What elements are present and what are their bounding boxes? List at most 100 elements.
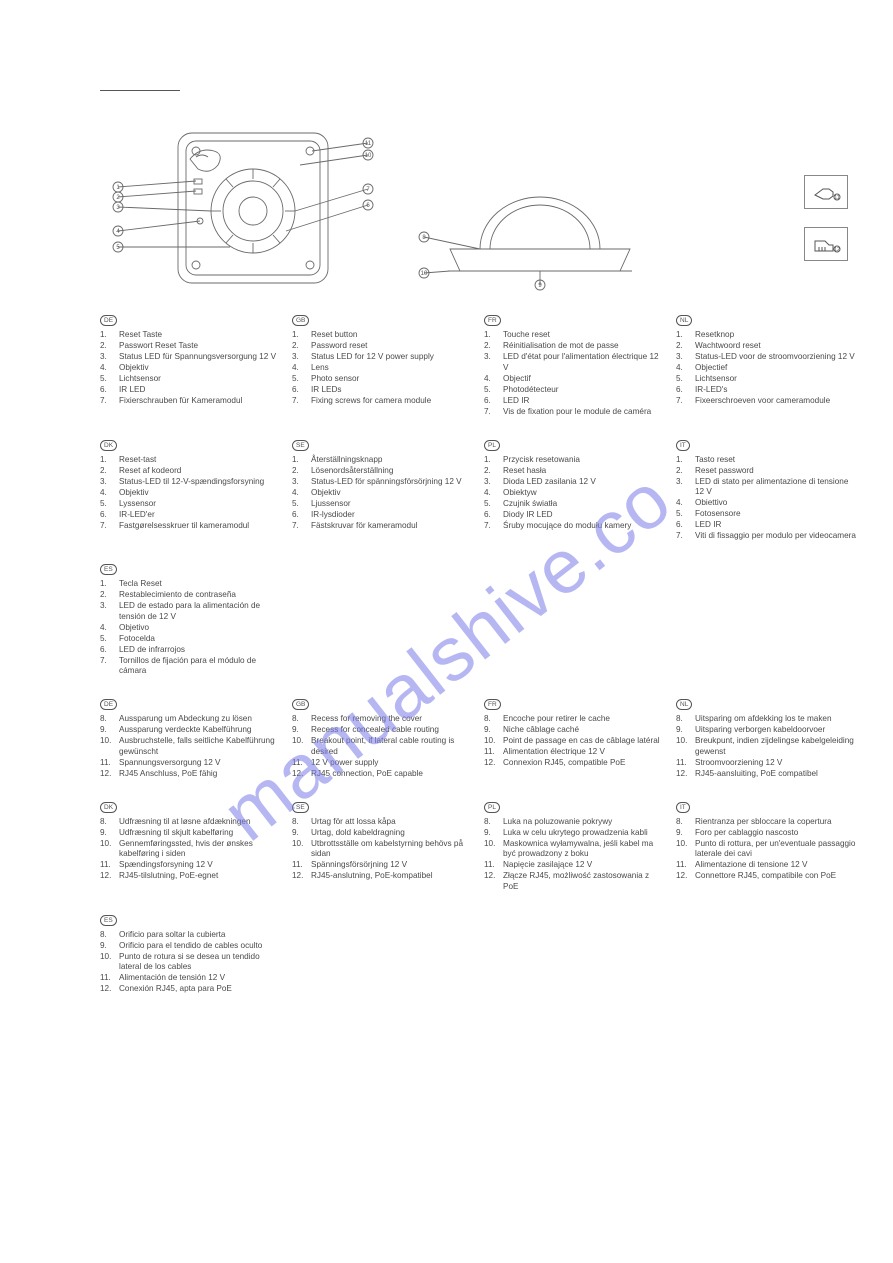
legend-list: 1.Tecla Reset2.Restablecimiento de contr… xyxy=(100,579,280,677)
legend-text: Fixing screws for camera module xyxy=(311,396,472,407)
legend-item: 11.Stroomvoorziening 12 V xyxy=(676,758,856,769)
legend-item: 7.Fästskruvar för kameramodul xyxy=(292,521,472,532)
legend-number: 5. xyxy=(676,509,689,520)
legend-number: 11. xyxy=(484,747,497,758)
legend-list: 1.Resetknop2.Wachtwoord reset3.Status-LE… xyxy=(676,330,856,407)
legend-text: Restablecimiento de contraseña xyxy=(119,590,280,601)
lang-code: SE xyxy=(292,440,309,451)
lang-code: PL xyxy=(484,802,500,813)
legend-item: 8.Orificio para soltar la cubierta xyxy=(100,930,280,941)
legend-item: 2.Reset af kodeord xyxy=(100,466,280,477)
legend-text: Ausbruchstelle, falls seitliche Kabelfüh… xyxy=(119,736,280,757)
legend-text: Resetknop xyxy=(695,330,856,341)
legend-number: 4. xyxy=(292,363,305,374)
lang-code: IT xyxy=(676,802,690,813)
language-grid: DE1.Reset Taste2.Passwort Reset Taste3.S… xyxy=(100,315,838,995)
legend-text: Fotocelda xyxy=(119,634,280,645)
legend-item: 6.IR-lysdioder xyxy=(292,510,472,521)
legend-text: Status-LED til 12-V-spændingsforsyning xyxy=(119,477,280,488)
legend-number: 12. xyxy=(292,871,305,882)
legend-text: Status LED for 12 V power supply xyxy=(311,352,472,363)
legend-item: 10.Point de passage en cas de câblage la… xyxy=(484,736,664,747)
legend-text: RJ45 Anschluss, PoE fähig xyxy=(119,769,280,780)
legend-text: RJ45-anslutning, PoE-kompatibel xyxy=(311,871,472,882)
legend-number: 12. xyxy=(676,871,689,882)
lang-block-dk: DK8.Udfræsning til at løsne afdækningen9… xyxy=(100,802,280,893)
legend-text: Uitsparing om afdekking los te maken xyxy=(695,714,856,725)
legend-number: 12. xyxy=(100,769,113,780)
legend-item: 12. Connettore RJ45, compatibile con PoE xyxy=(676,871,856,882)
lang-code: FR xyxy=(484,699,501,710)
legend-item: 10.Utbrottsställe om kabelstyrning behöv… xyxy=(292,839,472,860)
legend-number: 11. xyxy=(676,758,689,769)
legend-item: 5.Lyssensor xyxy=(100,499,280,510)
legend-number: 10. xyxy=(484,839,497,860)
legend-item: 11.Alimentazione di tensione 12 V xyxy=(676,860,856,871)
legend-item: 1.Tasto reset xyxy=(676,455,856,466)
legend-number: 1. xyxy=(100,330,113,341)
legend-item: 2.Reset password xyxy=(676,466,856,477)
legend-text: Rientranza per sbloccare la copertura xyxy=(695,817,856,828)
legend-text: Przycisk resetowania xyxy=(503,455,664,466)
legend-item: 11.Alimentation électrique 12 V xyxy=(484,747,664,758)
legend-number: 8. xyxy=(100,930,113,941)
legend-item: 11.Spannungsversorgung 12 V xyxy=(100,758,280,769)
legend-text: Vis de fixation pour le module de caméra xyxy=(503,407,664,418)
legend-item: 8.Rientranza per sbloccare la copertura xyxy=(676,817,856,828)
lang-code: FR xyxy=(484,315,501,326)
legend-text: IR LED xyxy=(119,385,280,396)
legend-text: Alimentación de tensión 12 V xyxy=(119,973,280,984)
legend-text: Password reset xyxy=(311,341,472,352)
legend-item: 4.Objectief xyxy=(676,363,856,374)
legend-text: Encoche pour retirer le cache xyxy=(503,714,664,725)
legend-text: RJ45-tilslutning, PoE-egnet xyxy=(119,871,280,882)
legend-item: 2. Restablecimiento de contraseña xyxy=(100,590,280,601)
legend-item: 7.Tornillos de fijación para el módulo d… xyxy=(100,656,280,677)
legend-text: Reset-tast xyxy=(119,455,280,466)
legend-number: 1. xyxy=(100,579,113,590)
svg-text:11: 11 xyxy=(365,141,372,147)
empty-cell xyxy=(484,564,664,677)
legend-number: 2. xyxy=(100,590,113,601)
lang-block-it: IT1.Tasto reset2.Reset password3.LED di … xyxy=(676,440,856,543)
legend-text: Passwort Reset Taste xyxy=(119,341,280,352)
legend-text: Alimentazione di tensione 12 V xyxy=(695,860,856,871)
legend-text: Objetivo xyxy=(119,623,280,634)
legend-item: 10.Maskownica wyłamywalna, jeśli kabel m… xyxy=(484,839,664,860)
legend-text: Luka na poluzowanie pokrywy xyxy=(503,817,664,828)
legend-item: 12.RJ45-aansluiting, PoE compatibel xyxy=(676,769,856,780)
legend-number: 12. xyxy=(484,758,497,769)
legend-list: 1.Tasto reset2.Reset password3. LED di st… xyxy=(676,455,856,542)
svg-text:6: 6 xyxy=(366,203,370,209)
lang-block-pl: PL8.Luka na poluzowanie pokrywy9.Luka w … xyxy=(484,802,664,893)
legend-text: Złącze RJ45, możliwość zastosowania z Po… xyxy=(503,871,664,892)
legend-text: Connettore RJ45, compatibile con PoE xyxy=(695,871,856,882)
legend-text: Aussparung um Abdeckung zu lösen xyxy=(119,714,280,725)
legend-list: 1.Reset Taste2.Passwort Reset Taste3.Sta… xyxy=(100,330,280,407)
legend-item: 1.Reset Taste xyxy=(100,330,280,341)
legend-item: 3.LED de estado para la alimentación de … xyxy=(100,601,280,622)
legend-text: LED IR xyxy=(503,396,664,407)
legend-number: 10. xyxy=(100,839,113,860)
lang-block-nl: NL8.Uitsparing om afdekking los te maken… xyxy=(676,699,856,780)
legend-text: IR-LED's xyxy=(695,385,856,396)
lang-code: NL xyxy=(676,315,692,326)
legend-number: 1. xyxy=(484,455,497,466)
legend-item: 3.Status LED for 12 V power supply xyxy=(292,352,472,363)
svg-text:12: 12 xyxy=(834,247,840,253)
legend-text: Réinitialisation de mot de passe xyxy=(503,341,664,352)
legend-text: LED di stato per alimentazione di tensio… xyxy=(695,477,856,498)
legend-text: Lichtsensor xyxy=(119,374,280,385)
legend-text: Czujnik światła xyxy=(503,499,664,510)
legend-item: 4.Objektiv xyxy=(292,488,472,499)
legend-number: 6. xyxy=(484,510,497,521)
legend-number: 3. xyxy=(676,477,689,498)
legend-list: 1.Touche reset2.Réinitialisation de mot … xyxy=(484,330,664,417)
legend-text: Punto di rottura, per un'eventuale passa… xyxy=(695,839,856,860)
legend-text: Photo sensor xyxy=(311,374,472,385)
legend-item: 2.Reset hasła xyxy=(484,466,664,477)
legend-text: Recess for removing the cover xyxy=(311,714,472,725)
lang-code: ES xyxy=(100,564,117,575)
legend-item: 11.Napięcie zasilające 12 V xyxy=(484,860,664,871)
connector-icons: 11 12 xyxy=(804,175,848,261)
